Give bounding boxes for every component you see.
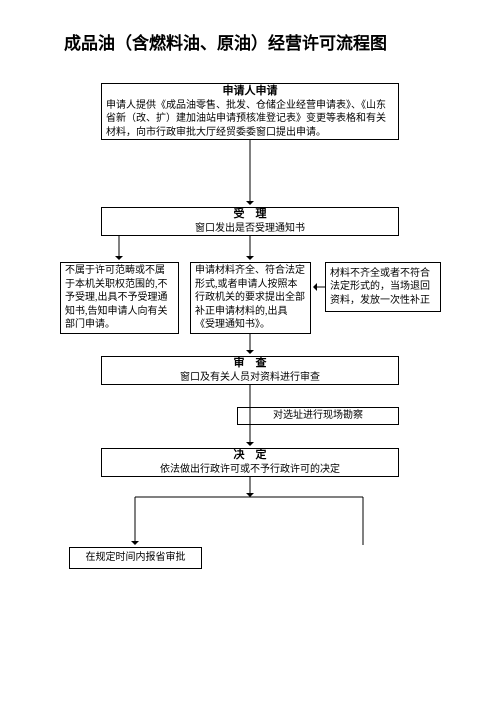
node-apply: 申请人申请 申请人提供《成品油零售、批发、仓储企业经营申请表》、《山东省新（改、…	[101, 83, 399, 140]
node-accept-heading: 受 理	[234, 207, 267, 222]
node-review: 审 查 窗口及有关人员对资料进行审查	[101, 356, 399, 385]
node-report-province-body: 在规定时间内报省审批	[86, 551, 186, 565]
node-complete-body: 申请材料齐全、符合法定形式,或者申请人按照本行政机关的要求提出全部补正申请材料的…	[195, 264, 306, 332]
node-review-heading: 审 查	[234, 356, 267, 371]
node-apply-heading: 申请人申请	[223, 84, 278, 99]
page: 成品油（含燃料油、原油）经营许可流程图 申请人申请 申请人提供《成品油零售、批发…	[0, 0, 500, 707]
node-reject-scope: 不属于许可范畴或不属于本机关职权范围的,不予受理,出具不予受理通知书,告知申请人…	[60, 262, 179, 334]
node-incomplete-body: 材料不齐全或者不符合法定形式的，当场退回资料，发放一次性补正	[330, 267, 436, 308]
node-sitecheck: 对选址进行现场勘察	[237, 407, 399, 425]
node-reject-scope-body: 不属于许可范畴或不属于本机关职权范围的,不予受理,出具不予受理通知书,告知申请人…	[65, 264, 174, 332]
node-accept-body: 窗口发出是否受理通知书	[195, 222, 305, 236]
node-sitecheck-body: 对选址进行现场勘察	[273, 409, 363, 423]
page-title: 成品油（含燃料油、原油）经营许可流程图	[64, 33, 434, 54]
node-incomplete: 材料不齐全或者不符合法定形式的，当场退回资料，发放一次性补正	[325, 262, 441, 312]
node-accept: 受 理 窗口发出是否受理通知书	[101, 207, 399, 236]
node-decision: 决 定 依法做出行政许可或不予行政许可的决定	[101, 448, 399, 477]
node-apply-body: 申请人提供《成品油零售、批发、仓储企业经营申请表》、《山东省新（改、扩）建加油站…	[106, 99, 394, 140]
node-decision-body: 依法做出行政许可或不予行政许可的决定	[160, 463, 340, 477]
node-decision-heading: 决 定	[234, 448, 267, 463]
node-report-province: 在规定时间内报省审批	[69, 547, 202, 569]
node-complete: 申请材料齐全、符合法定形式,或者申请人按照本行政机关的要求提出全部补正申请材料的…	[190, 262, 311, 334]
node-review-body: 窗口及有关人员对资料进行审查	[180, 371, 320, 385]
